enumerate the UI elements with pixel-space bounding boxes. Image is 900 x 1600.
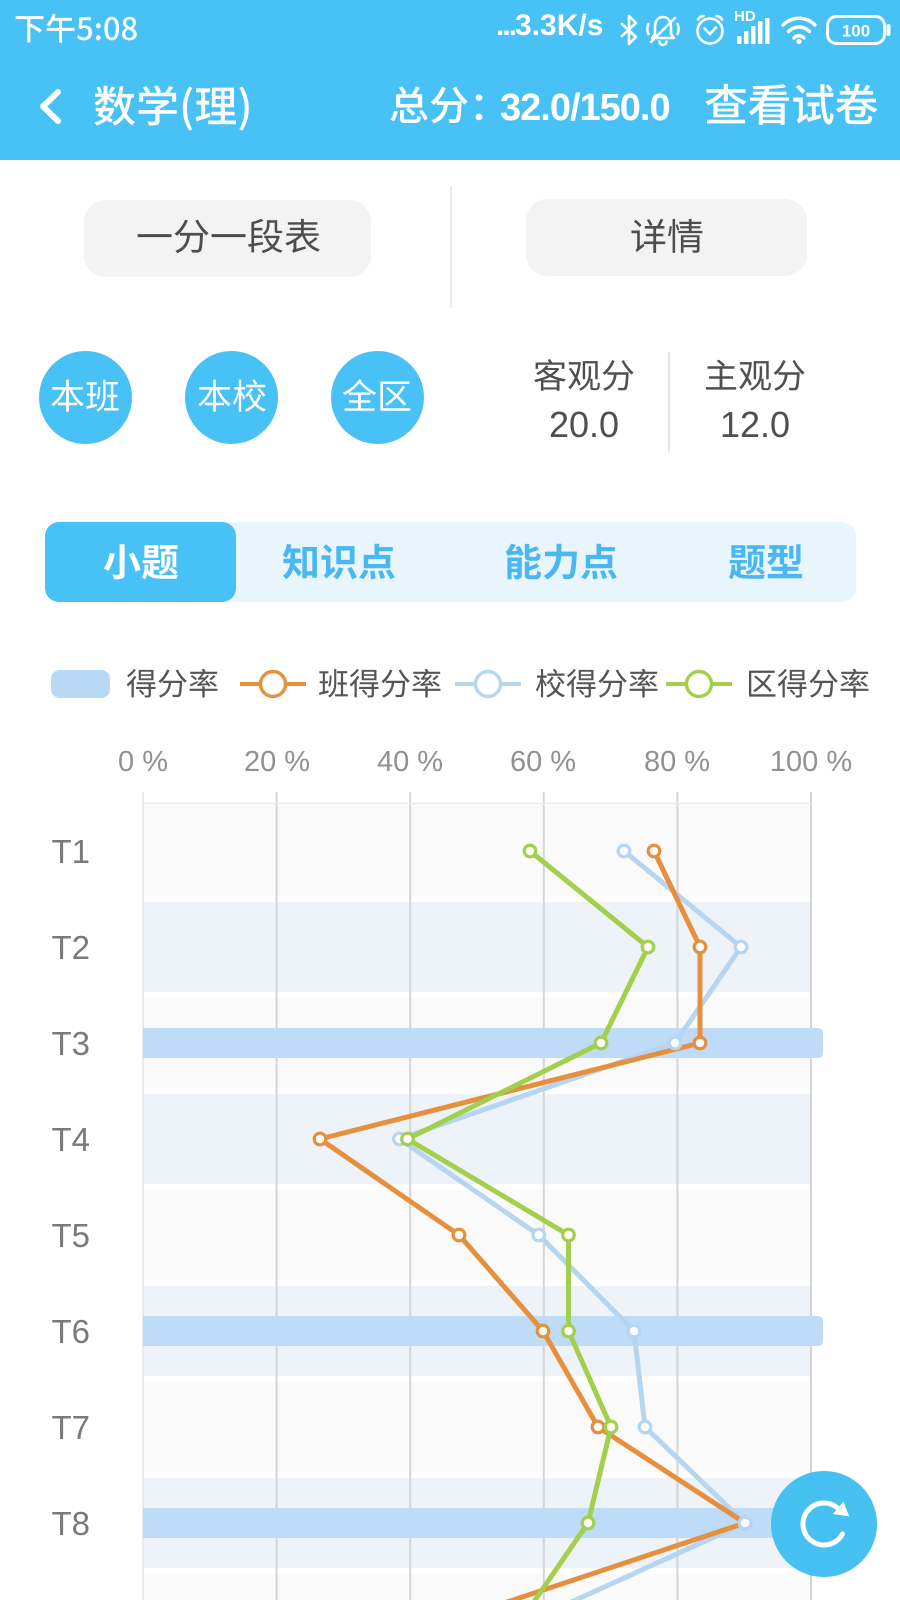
svg-text:100: 100	[842, 22, 870, 41]
